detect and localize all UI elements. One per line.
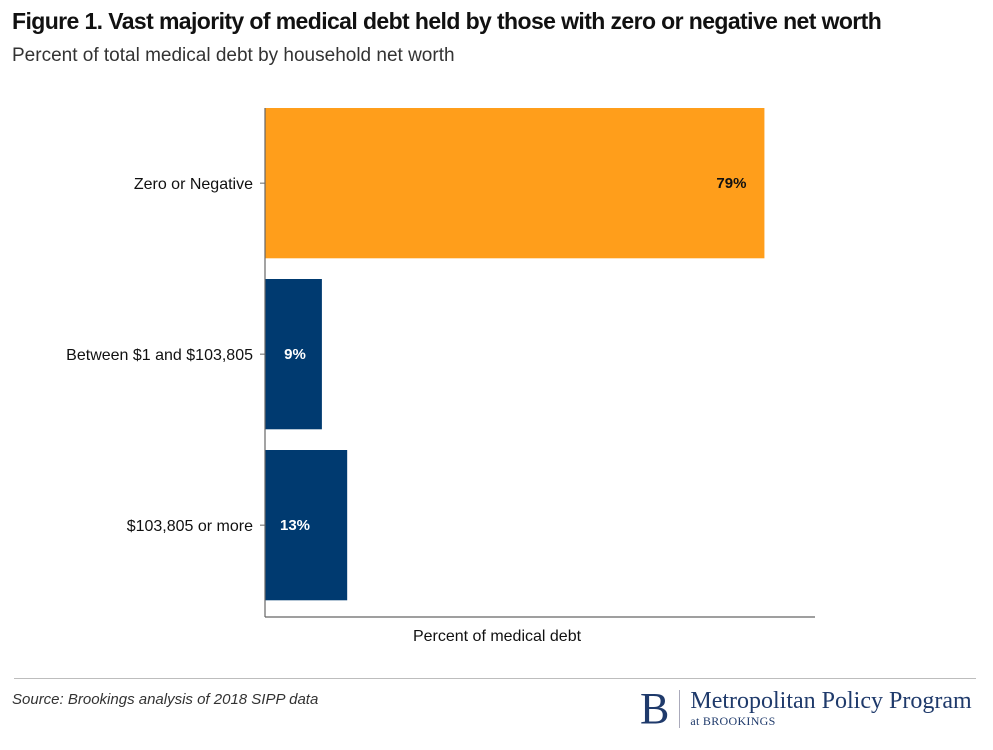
bar-1	[265, 279, 322, 430]
category-label: $103,805 or more	[127, 518, 253, 535]
logo-subtitle: at BROOKINGS	[690, 714, 776, 729]
bars-group	[265, 108, 765, 601]
bar-chart: Zero or Negative 79% Between $1 and $103,8…	[66, 108, 815, 645]
bar-2	[265, 450, 348, 601]
footer-divider	[14, 678, 976, 679]
data-label: 9%	[284, 346, 306, 363]
category-label: Between $1 and $103,805	[66, 347, 253, 364]
data-label: 13%	[280, 517, 310, 534]
bar-0	[265, 108, 765, 259]
x-axis-title: Percent of medical debt	[413, 628, 582, 645]
logo-program-name: Metropolitan Policy Program	[690, 687, 972, 714]
logo-separator	[679, 690, 681, 728]
source-note: Source: Brookings analysis of 2018 SIPP …	[12, 691, 319, 708]
category-label: Zero or Negative	[134, 176, 253, 193]
chart-subtitle: Percent of total medical debt by househo…	[12, 45, 455, 66]
brookings-logo: B Metropolitan Policy Program at BROOKIN…	[640, 685, 972, 733]
labels-group: Zero or Negative 79% Between $1 and $103,8…	[66, 175, 746, 535]
logo-text: Metropolitan Policy Program at BROOKINGS	[690, 687, 972, 729]
data-label: 79%	[716, 175, 746, 192]
brookings-b-icon: B	[640, 684, 670, 733]
chart-title: Figure 1. Vast majority of medical debt …	[12, 8, 882, 34]
